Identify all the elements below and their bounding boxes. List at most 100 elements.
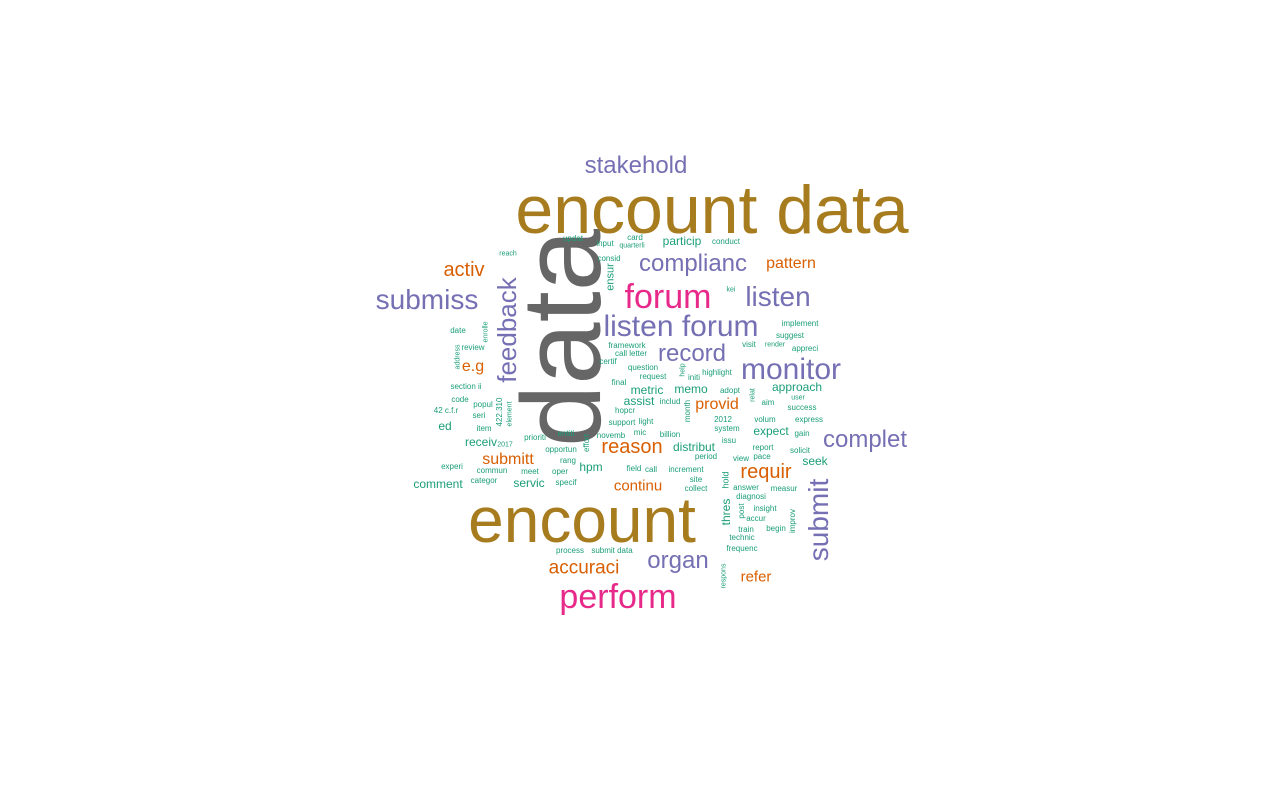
word-collect: collect xyxy=(684,484,708,493)
word-call-letter: call letter xyxy=(614,349,648,358)
word-requir: requir xyxy=(740,461,792,483)
word-measur: measur xyxy=(770,484,798,493)
word-framework: framework xyxy=(608,341,646,350)
word-perform: perform xyxy=(559,578,677,616)
word-technic: technic xyxy=(729,533,755,542)
word-solicit: solicit xyxy=(789,446,811,455)
word-kei: kei xyxy=(726,286,736,294)
word-post: post xyxy=(737,503,746,519)
word-gain: gain xyxy=(794,429,810,438)
word-quarterli: quarterli xyxy=(619,242,645,250)
word-e-g: e.g xyxy=(461,358,485,375)
word-question: question xyxy=(627,363,659,372)
word-address: address xyxy=(454,344,462,370)
word-report: report xyxy=(752,443,774,452)
word-42-c-f-r: 42 c.f.r xyxy=(433,406,459,415)
word-submitt: submitt xyxy=(482,451,534,468)
word-oper: oper xyxy=(551,467,569,476)
word-light: light xyxy=(638,417,654,426)
word-ed: ed xyxy=(438,419,452,433)
word-listen-forum: listen forum xyxy=(603,310,759,343)
word-2012: 2012 xyxy=(714,415,732,424)
word-initi: initi xyxy=(687,373,701,382)
word-highlight: highlight xyxy=(702,368,732,377)
word-hold: hold xyxy=(720,471,731,489)
word-monitor: monitor xyxy=(740,353,842,386)
word-updat: updat xyxy=(562,234,584,243)
word-prioriti: prioriti xyxy=(524,433,546,442)
word-submit-data: submit data xyxy=(591,546,633,555)
word-refer: refer xyxy=(740,568,772,586)
word-request: request xyxy=(639,372,667,381)
word-hopcr: hopcr xyxy=(614,406,636,415)
word-issu: issu xyxy=(721,436,737,445)
word-view: view xyxy=(732,454,750,463)
word-submiss: submiss xyxy=(375,284,479,315)
word-support: support xyxy=(608,418,636,427)
word-effort: effort xyxy=(582,433,591,453)
word-categor: categor xyxy=(470,476,498,485)
word-activ: activ xyxy=(443,259,485,281)
word-receiv: receiv xyxy=(464,435,498,449)
word-encount-data: encount data xyxy=(515,172,909,248)
word-metric: metric xyxy=(630,383,664,397)
word-thres: thres xyxy=(719,498,733,526)
word-render: render xyxy=(764,341,786,349)
word-record: record xyxy=(657,340,727,367)
word-aim: aim xyxy=(761,398,775,407)
word-month: month xyxy=(683,399,692,423)
word-pace: pace xyxy=(753,452,771,461)
word-suggest: suggest xyxy=(775,331,805,340)
word-answer: answer xyxy=(733,483,759,492)
word-user: user xyxy=(791,394,805,402)
word-commun: commun xyxy=(476,466,508,475)
word-comment: comment xyxy=(413,477,463,491)
word-opportun: opportun xyxy=(545,445,577,454)
word-increment: increment xyxy=(668,465,704,474)
word-certif: certif xyxy=(599,357,617,366)
word-card: card xyxy=(627,233,643,242)
word-submit: submit xyxy=(803,478,834,562)
word-begin: begin xyxy=(766,524,786,533)
word-conduct: conduct xyxy=(711,237,741,246)
word-enrolle: enrolle xyxy=(482,321,490,343)
word-experi: experi xyxy=(441,462,463,471)
word-reach: reach xyxy=(499,250,517,258)
word-visit: visit xyxy=(742,340,756,349)
word-continu: continu xyxy=(613,477,663,495)
word-stakehold: stakehold xyxy=(584,152,688,179)
word-implement: implement xyxy=(781,319,819,328)
word-element: element xyxy=(506,401,514,427)
word-train: train xyxy=(738,525,754,534)
word-insight: insight xyxy=(753,504,777,513)
word-entiti: entiti xyxy=(557,429,575,438)
word-period: period xyxy=(694,452,718,461)
word-forum: forum xyxy=(624,278,712,316)
word-hpm: hpm xyxy=(579,460,603,474)
word-encount: encount xyxy=(468,484,696,556)
word-consid: consid xyxy=(597,254,621,263)
word-respons: respons xyxy=(720,563,728,589)
word-accur: accur xyxy=(746,514,766,523)
word-complet: complet xyxy=(822,426,908,453)
word-provid: provid xyxy=(695,396,739,413)
word-success: success xyxy=(787,403,817,412)
word-seek: seek xyxy=(802,454,828,468)
word-volum: volum xyxy=(754,415,776,424)
word-express: express xyxy=(794,415,824,424)
word-section-ii: section ii xyxy=(450,382,482,391)
word-servic: servic xyxy=(513,476,545,490)
word-relat: relat xyxy=(749,388,757,402)
word-date: date xyxy=(450,326,466,335)
word-specif: specif xyxy=(555,478,577,487)
word-process: process xyxy=(555,546,585,555)
word-improv: improv xyxy=(788,508,797,534)
word-input: input xyxy=(596,239,614,248)
word-diagnosi: diagnosi xyxy=(736,492,766,501)
word-novemb: novemb xyxy=(596,431,626,440)
word-reason: reason xyxy=(601,436,663,458)
word-code: code xyxy=(451,395,469,404)
word-final: final xyxy=(611,378,627,387)
word-organ: organ xyxy=(647,547,709,574)
